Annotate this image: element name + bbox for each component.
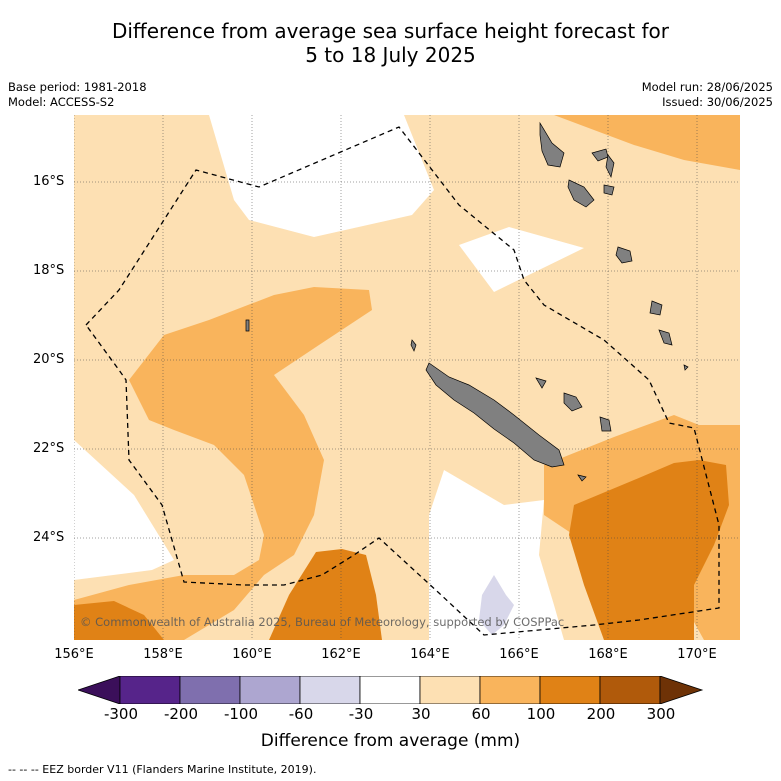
colorbar-tick: -30 xyxy=(348,705,374,723)
colorbar-tick: 300 xyxy=(646,705,676,723)
copyright-notice: © Commonwealth of Australia 2025, Bureau… xyxy=(80,615,565,629)
colorbar-segment xyxy=(479,675,541,705)
colorbar-segment xyxy=(239,675,301,705)
lat-label-16s: 16°S xyxy=(33,174,65,189)
colorbar-segment xyxy=(179,675,241,705)
colorbar-tick: -60 xyxy=(288,705,314,723)
colorbar-segment xyxy=(119,675,181,705)
colorbar-tick: -200 xyxy=(163,705,199,723)
base-period: Base period: 1981-2018 xyxy=(8,80,147,94)
colorbar-segment xyxy=(359,675,421,705)
lon-label-158e: 158°E xyxy=(143,647,183,662)
colorbar-extend-low xyxy=(76,675,121,705)
lon-label-164e: 164°E xyxy=(410,647,450,662)
colorbar-graphic xyxy=(76,675,704,705)
neutral-region-south xyxy=(429,470,564,640)
neutral-region-north xyxy=(209,115,434,237)
neutral-region-east xyxy=(459,227,584,292)
lon-label-156e: 156°E xyxy=(54,647,94,662)
lon-label-170e: 170°E xyxy=(677,647,717,662)
new-caledonia-landmass xyxy=(425,362,565,468)
meta-left: Base period: 1981-2018 Model: ACCESS-S2 xyxy=(8,80,147,110)
anomaly-100-200-southeast xyxy=(569,460,729,640)
lat-label-22s: 22°S xyxy=(33,441,65,456)
colorbar-segment xyxy=(539,675,601,705)
colorbar-tick: 30 xyxy=(411,705,431,723)
colorbar-extend-high xyxy=(659,675,704,705)
colorbar-segment xyxy=(419,675,481,705)
colorbar-tick: -300 xyxy=(103,705,139,723)
lon-label-160e: 160°E xyxy=(232,647,272,662)
model-name: Model: ACCESS-S2 xyxy=(8,95,115,109)
title-line-1: Difference from average sea surface heig… xyxy=(111,19,670,43)
graticule xyxy=(74,115,740,640)
colorbar-tick: 60 xyxy=(471,705,491,723)
negative-anomaly-patch xyxy=(479,575,514,635)
lat-label-24s: 24°S xyxy=(33,530,65,545)
chart-title: Difference from average sea surface heig… xyxy=(0,19,781,67)
map-panel xyxy=(74,115,740,640)
colorbar-tick: -100 xyxy=(223,705,259,723)
lon-label-162e: 162°E xyxy=(321,647,361,662)
island-north-1 xyxy=(539,121,565,168)
issued-date: Issued: 30/06/2025 xyxy=(662,95,773,109)
meta-right: Model run: 28/06/2025 Issued: 30/06/2025 xyxy=(642,80,773,110)
eez-border xyxy=(85,126,720,636)
colorbar-segment xyxy=(599,675,661,705)
anomaly-100-200-south xyxy=(269,549,382,640)
colorbar-title: Difference from average (mm) xyxy=(260,731,521,751)
land-masses xyxy=(245,121,689,482)
neutral-region-west xyxy=(74,440,174,580)
anomaly-60-100-central xyxy=(74,287,372,640)
colorbar-tick: 100 xyxy=(526,705,556,723)
colorbar-segment xyxy=(299,675,361,705)
lon-label-168e: 168°E xyxy=(588,647,628,662)
island-north-2 xyxy=(567,179,595,208)
lat-label-20s: 20°S xyxy=(33,352,65,367)
forecast-map xyxy=(74,115,740,640)
lat-label-18s: 18°S xyxy=(33,263,65,278)
model-run: Model run: 28/06/2025 xyxy=(641,80,773,94)
anomaly-60-100-northeast xyxy=(554,115,740,170)
colorbar xyxy=(76,675,706,708)
eez-footnote: -- -- -- EEZ border V11 (Flanders Marine… xyxy=(8,763,317,776)
lon-label-166e: 166°E xyxy=(499,647,539,662)
colorbar-tick: 200 xyxy=(586,705,616,723)
title-line-2: 5 to 18 July 2025 xyxy=(305,43,476,67)
